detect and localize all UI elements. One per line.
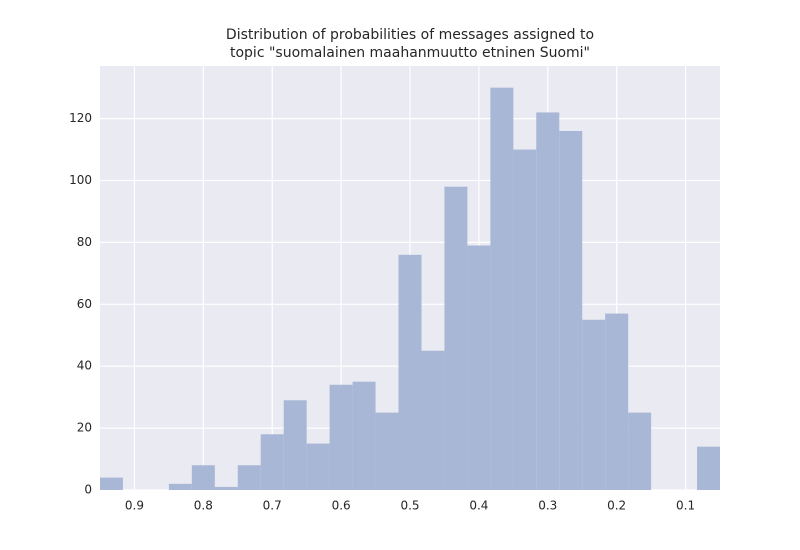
y-tick-label: 0 — [84, 483, 92, 497]
bar — [444, 186, 468, 490]
bar — [100, 477, 123, 490]
x-tick-label: 0.9 — [125, 499, 144, 513]
bar — [306, 443, 330, 490]
chart-title: Distribution of probabilities of message… — [226, 27, 594, 43]
chart-title: topic "suomalainen maahanmuutto etninen … — [230, 45, 590, 61]
bar — [467, 245, 491, 490]
x-tick-label: 0.3 — [538, 499, 557, 513]
bar — [559, 130, 583, 490]
bar — [352, 381, 376, 490]
bar — [513, 149, 537, 490]
bar — [628, 412, 652, 490]
bar — [536, 112, 560, 491]
bar — [605, 313, 629, 490]
bar — [582, 319, 606, 490]
x-tick-label: 0.6 — [332, 499, 351, 513]
y-tick-label: 20 — [77, 421, 92, 435]
y-tick-label: 80 — [77, 235, 92, 249]
y-tick-label: 120 — [69, 111, 92, 125]
bar — [214, 486, 238, 490]
bar — [237, 465, 261, 490]
bar — [490, 87, 514, 490]
x-tick-label: 0.4 — [469, 499, 488, 513]
x-tick-label: 0.1 — [676, 499, 695, 513]
bar — [168, 483, 192, 490]
bar — [375, 412, 399, 490]
bar — [283, 400, 307, 490]
bar — [421, 350, 445, 490]
bar — [191, 465, 215, 490]
y-tick-label: 40 — [77, 359, 92, 373]
bar — [260, 434, 284, 490]
bar — [329, 384, 353, 490]
y-tick-label: 60 — [77, 297, 92, 311]
x-tick-label: 0.5 — [400, 499, 419, 513]
x-tick-label: 0.8 — [194, 499, 213, 513]
y-tick-label: 100 — [69, 173, 92, 187]
x-tick-label: 0.2 — [607, 499, 626, 513]
bar — [697, 446, 720, 490]
bar — [398, 254, 422, 490]
x-tick-label: 0.7 — [263, 499, 282, 513]
